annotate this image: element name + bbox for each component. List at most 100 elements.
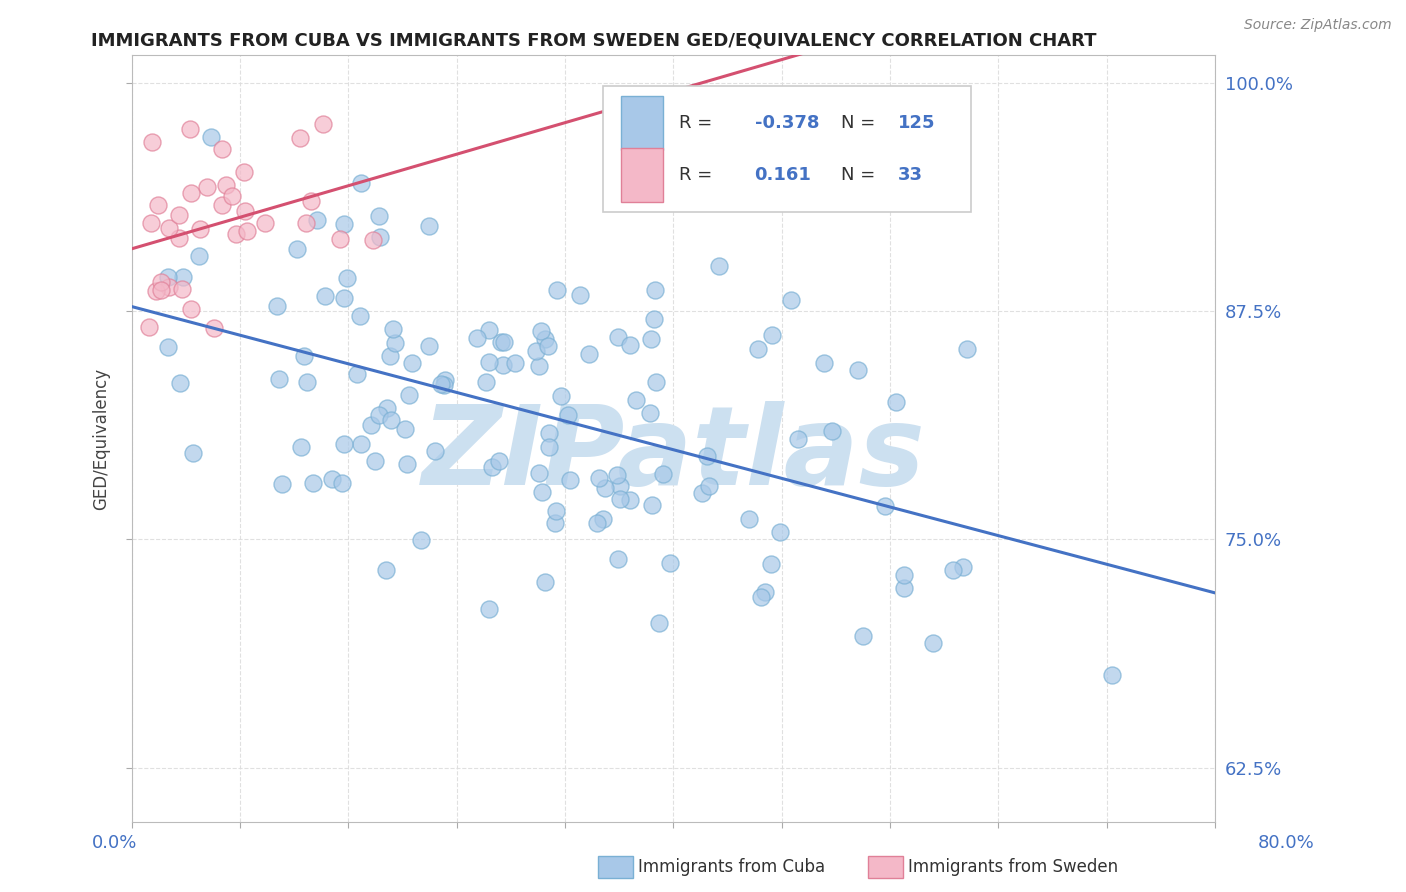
Text: IMMIGRANTS FROM CUBA VS IMMIGRANTS FROM SWEDEN GED/EQUIVALENCY CORRELATION CHART: IMMIGRANTS FROM CUBA VS IMMIGRANTS FROM … (91, 31, 1097, 49)
Point (401, 356, 423, 370)
Point (411, 533, 433, 547)
Point (368, 409, 391, 423)
Point (537, 440, 560, 454)
Point (157, 221, 180, 235)
Text: 33: 33 (897, 166, 922, 185)
Point (384, 336, 406, 351)
Point (202, 321, 225, 335)
Point (267, 372, 290, 386)
Point (167, 231, 190, 245)
Point (1101, 668, 1123, 682)
Point (550, 389, 572, 403)
Text: 0.0%: 0.0% (91, 834, 136, 852)
Point (609, 491, 631, 506)
Point (150, 275, 173, 289)
Point (156, 270, 179, 285)
Text: N =: N = (841, 166, 876, 185)
Text: -0.378: -0.378 (755, 114, 820, 132)
Point (942, 563, 965, 577)
Point (956, 342, 979, 356)
Point (754, 584, 776, 599)
Point (697, 479, 720, 493)
Point (349, 309, 371, 323)
Point (690, 485, 713, 500)
Point (475, 375, 498, 389)
Point (578, 347, 600, 361)
Point (367, 209, 389, 223)
Point (786, 433, 808, 447)
Point (527, 467, 550, 481)
Point (350, 437, 373, 451)
Point (489, 335, 512, 350)
Point (170, 283, 193, 297)
Point (368, 230, 391, 244)
Point (761, 327, 783, 342)
Point (875, 499, 897, 513)
Text: ZIPatlas: ZIPatlas (422, 401, 925, 508)
Point (780, 293, 803, 307)
Point (382, 321, 405, 335)
Point (848, 362, 870, 376)
Point (149, 283, 172, 297)
Point (557, 408, 579, 422)
Text: Immigrants from Cuba: Immigrants from Cuba (638, 858, 825, 876)
Point (332, 291, 354, 305)
Point (380, 350, 402, 364)
Point (893, 568, 915, 582)
Point (180, 186, 202, 201)
Point (527, 359, 550, 373)
Point (146, 197, 169, 211)
Point (592, 512, 614, 526)
Point (285, 243, 308, 257)
Point (884, 395, 907, 409)
Point (211, 142, 233, 156)
Point (157, 279, 180, 293)
Point (494, 334, 516, 349)
Point (330, 475, 353, 490)
Point (299, 194, 322, 209)
Point (266, 299, 288, 313)
Point (588, 470, 610, 484)
Point (478, 323, 501, 337)
Point (645, 375, 668, 389)
Point (336, 271, 359, 285)
Point (821, 424, 844, 438)
Point (696, 449, 718, 463)
Point (332, 437, 354, 451)
Point (292, 350, 315, 364)
Point (609, 478, 631, 492)
Point (297, 375, 319, 389)
Point (607, 329, 630, 343)
Point (145, 284, 167, 298)
Point (624, 392, 647, 407)
Point (418, 219, 440, 234)
Point (138, 320, 160, 334)
Point (586, 516, 609, 531)
Point (560, 473, 582, 487)
Point (183, 446, 205, 460)
Point (543, 516, 565, 530)
Point (530, 485, 553, 500)
Point (364, 453, 387, 467)
Point (179, 121, 201, 136)
Point (492, 358, 515, 372)
Point (749, 590, 772, 604)
Point (652, 467, 675, 481)
Point (350, 176, 373, 190)
Point (648, 615, 671, 630)
Point (332, 218, 354, 232)
Point (641, 498, 664, 512)
Point (188, 249, 211, 263)
Point (394, 422, 416, 436)
Point (769, 525, 792, 540)
Point (533, 333, 555, 347)
Point (211, 198, 233, 212)
FancyBboxPatch shape (603, 86, 972, 212)
Point (295, 216, 318, 230)
Point (321, 472, 343, 486)
Point (467, 331, 489, 345)
Point (236, 224, 259, 238)
Point (747, 342, 769, 356)
Point (221, 188, 243, 202)
Point (546, 503, 568, 517)
